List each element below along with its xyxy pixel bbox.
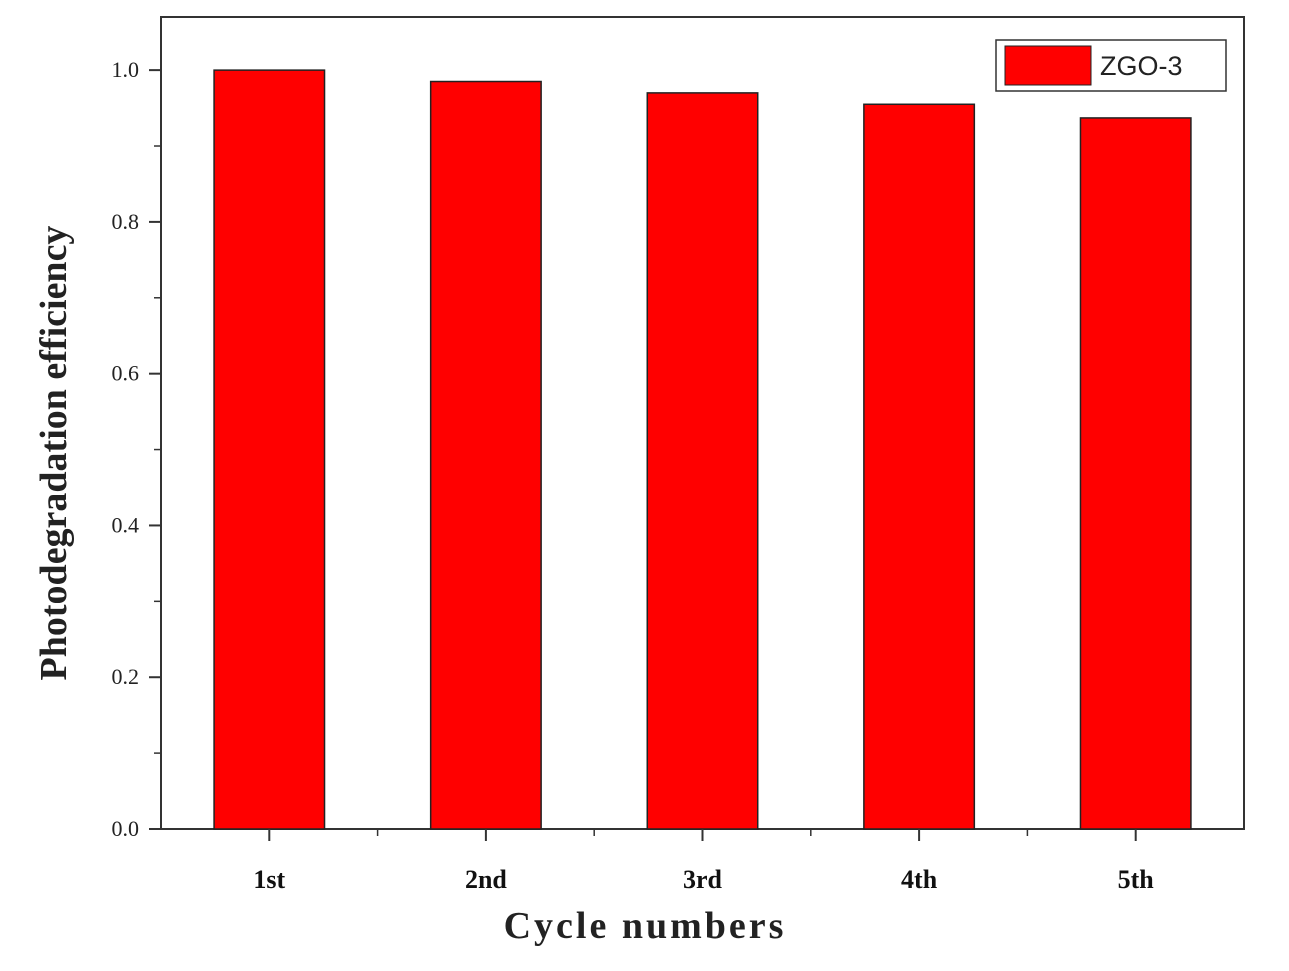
bar-2nd: [429, 80, 542, 830]
bar-5th: [1079, 117, 1192, 830]
y-tick-label: 0.2: [112, 664, 140, 689]
y-axis-ticks: 0.0 0.2 0.4 0.6 0.8 1.0: [112, 57, 161, 841]
bar-4th: [863, 103, 976, 830]
y-tick-label: 0.6: [112, 361, 140, 386]
x-tick-label: 1st: [253, 865, 285, 894]
x-axis-title: Cycle numbers: [504, 905, 787, 947]
bar-3rd: [646, 92, 759, 830]
y-axis-title: Photodegradation efficiency: [33, 226, 75, 681]
x-tick-label: 5th: [1118, 865, 1155, 894]
x-tick-label: 4th: [901, 865, 938, 894]
legend: ZGO-3: [995, 39, 1227, 92]
x-tick-label: 3rd: [683, 865, 723, 894]
bar-1st: [213, 69, 326, 830]
y-tick-label: 0.0: [112, 816, 140, 841]
bars-layer: [213, 69, 1192, 830]
y-tick-label: 1.0: [112, 57, 140, 82]
y-tick-label: 0.4: [112, 512, 140, 537]
y-tick-label: 0.8: [112, 209, 140, 234]
x-axis-ticks: 1st 2nd 3rd 4th 5th: [253, 829, 1154, 894]
x-tick-label: 2nd: [465, 865, 507, 894]
legend-swatch: [1004, 45, 1092, 86]
legend-label: ZGO-3: [1100, 51, 1183, 81]
